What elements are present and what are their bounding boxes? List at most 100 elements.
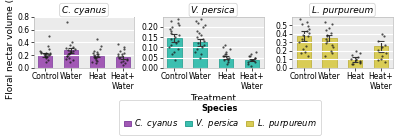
Point bbox=[305, 55, 312, 57]
Point bbox=[117, 50, 124, 52]
Point bbox=[167, 28, 174, 30]
Point bbox=[124, 58, 130, 60]
Point bbox=[322, 21, 328, 23]
Point bbox=[45, 53, 52, 55]
Point bbox=[173, 42, 180, 44]
Point bbox=[68, 51, 75, 53]
Point bbox=[168, 32, 175, 34]
Point bbox=[246, 55, 252, 57]
Point bbox=[70, 46, 76, 48]
Bar bbox=[90, 56, 104, 68]
Bar bbox=[348, 59, 362, 68]
Point bbox=[220, 46, 226, 49]
Point bbox=[97, 48, 103, 50]
Point bbox=[306, 28, 312, 30]
Point bbox=[324, 35, 330, 37]
Point bbox=[383, 52, 389, 55]
Point bbox=[377, 57, 384, 60]
Point bbox=[43, 57, 50, 59]
Point bbox=[120, 60, 126, 62]
Point bbox=[382, 44, 388, 46]
Point bbox=[355, 56, 362, 58]
Point bbox=[175, 40, 181, 42]
Point bbox=[382, 61, 388, 63]
Bar bbox=[374, 46, 388, 68]
Point bbox=[170, 50, 177, 53]
Point bbox=[353, 58, 360, 61]
Point bbox=[42, 61, 49, 63]
Point bbox=[357, 52, 364, 55]
Point bbox=[223, 50, 229, 53]
Point bbox=[324, 34, 330, 36]
Point bbox=[221, 52, 228, 55]
Point bbox=[305, 35, 311, 37]
Point bbox=[222, 44, 228, 47]
Point bbox=[226, 57, 232, 59]
Point bbox=[168, 26, 175, 28]
Point bbox=[43, 52, 49, 54]
Point bbox=[295, 41, 302, 43]
Point bbox=[64, 21, 70, 23]
Point bbox=[119, 53, 126, 55]
Bar bbox=[64, 50, 78, 68]
Point bbox=[304, 30, 311, 32]
Point bbox=[65, 49, 71, 51]
Point bbox=[91, 56, 97, 58]
Point bbox=[119, 55, 125, 57]
Point bbox=[348, 57, 354, 60]
Point bbox=[176, 24, 183, 26]
Point bbox=[95, 55, 101, 58]
Point bbox=[194, 22, 201, 24]
Point bbox=[199, 46, 205, 49]
Point bbox=[329, 52, 335, 55]
Point bbox=[167, 44, 174, 47]
Point bbox=[252, 57, 258, 59]
Point bbox=[95, 53, 101, 55]
Point bbox=[305, 25, 311, 27]
Point bbox=[357, 62, 363, 64]
Point bbox=[92, 57, 98, 59]
Point bbox=[64, 55, 70, 57]
Point bbox=[72, 48, 78, 50]
Bar bbox=[38, 55, 52, 68]
Point bbox=[328, 32, 335, 34]
Point bbox=[116, 57, 122, 59]
Point bbox=[70, 50, 76, 52]
Point bbox=[64, 55, 71, 58]
Point bbox=[41, 55, 48, 58]
Point bbox=[37, 50, 44, 52]
Point bbox=[349, 54, 356, 56]
Point bbox=[375, 49, 381, 51]
Point bbox=[67, 44, 74, 46]
Point bbox=[63, 58, 69, 60]
Point bbox=[175, 34, 182, 36]
Point bbox=[70, 59, 76, 61]
Y-axis label: Floral nectar volume (μL): Floral nectar volume (μL) bbox=[6, 0, 14, 100]
Point bbox=[169, 52, 175, 55]
Point bbox=[299, 38, 305, 40]
Point bbox=[379, 33, 386, 35]
Point bbox=[63, 47, 70, 49]
Point bbox=[227, 48, 233, 51]
Point bbox=[322, 42, 329, 44]
Point bbox=[38, 51, 44, 53]
Point bbox=[224, 63, 230, 65]
Point bbox=[300, 48, 306, 50]
Point bbox=[172, 36, 178, 38]
Point bbox=[349, 63, 356, 66]
Bar bbox=[193, 42, 207, 68]
Point bbox=[352, 50, 359, 52]
Bar bbox=[296, 36, 311, 68]
Point bbox=[90, 52, 96, 54]
Point bbox=[166, 46, 172, 49]
Point bbox=[381, 35, 387, 37]
Point bbox=[44, 55, 50, 57]
Point bbox=[122, 62, 128, 64]
Point bbox=[194, 30, 200, 32]
Point bbox=[93, 58, 100, 61]
Point bbox=[44, 59, 51, 61]
Point bbox=[250, 59, 256, 61]
Point bbox=[323, 38, 329, 40]
Point bbox=[220, 55, 226, 57]
Point bbox=[175, 48, 181, 51]
